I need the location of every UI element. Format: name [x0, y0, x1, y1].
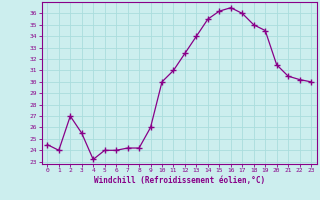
X-axis label: Windchill (Refroidissement éolien,°C): Windchill (Refroidissement éolien,°C) [94, 176, 265, 185]
